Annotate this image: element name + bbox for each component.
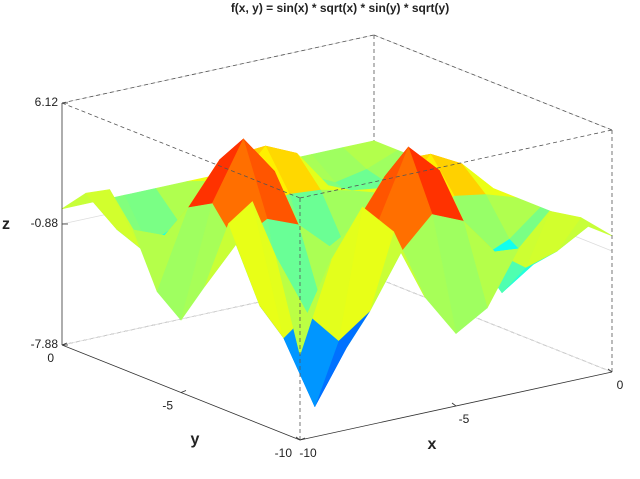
x-tick (451, 402, 457, 407)
x-tick-label: 0 (617, 378, 624, 392)
box-edge (299, 129, 613, 199)
surface-patch (275, 257, 332, 356)
y-tick (299, 437, 306, 441)
z-tick-label: -0.88 (31, 216, 59, 230)
y-tick-label: -10 (275, 446, 293, 460)
box-edge (373, 34, 613, 131)
y-tick-label: 0 (47, 351, 54, 365)
box-edge (61, 34, 375, 104)
y-tick (180, 390, 187, 393)
x-tick-label: -5 (459, 412, 470, 426)
x-tick (607, 368, 613, 373)
box-edge (61, 102, 301, 199)
z-tick-label: -7.88 (31, 337, 59, 351)
y-tick-label: -5 (162, 399, 173, 413)
z-tick-label: 6.12 (35, 95, 59, 109)
grid-line (373, 276, 613, 373)
y-tick (61, 342, 68, 346)
y-axis-label: y (191, 431, 200, 448)
x-tick-label: -10 (299, 446, 317, 460)
z-axis-label: z (2, 216, 10, 233)
x-axis-label: x (428, 436, 437, 453)
chart-title: f(x, y) = sin(x) * sqrt(x) * sin(y) * sq… (231, 1, 449, 15)
x-tick (295, 436, 301, 441)
